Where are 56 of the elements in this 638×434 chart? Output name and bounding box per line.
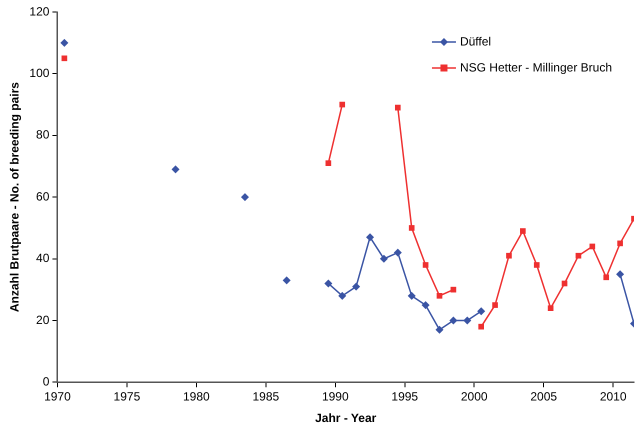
point: [62, 55, 68, 62]
point: [422, 262, 428, 268]
y-axis-title: Anzahl Brutpaare - No. of breeding pairs: [8, 82, 22, 312]
point: [492, 302, 498, 308]
legend-label: NSG Hetter - Millinger Bruch: [460, 60, 612, 74]
x-tick-label: 2005: [530, 390, 558, 404]
point: [338, 292, 346, 300]
point: [282, 276, 291, 284]
point: [478, 324, 484, 330]
point: [352, 282, 360, 291]
x-axis-title: Jahr - Year: [315, 411, 377, 426]
y-tick-label: 120: [29, 4, 50, 18]
point: [408, 225, 415, 231]
point: [534, 262, 540, 268]
point: [436, 292, 442, 299]
point: [506, 252, 512, 259]
point: [562, 280, 568, 286]
point: [380, 254, 388, 263]
point: [576, 252, 582, 259]
point: [422, 301, 430, 310]
x-tick-label: 1990: [322, 390, 349, 404]
point: [324, 279, 332, 288]
x-tick-label: 2000: [460, 390, 488, 404]
point: [394, 104, 401, 110]
y-tick-label: 80: [36, 128, 50, 142]
y-tick-label: 100: [29, 66, 50, 80]
x-tick-label: 1980: [183, 390, 210, 404]
point: [520, 228, 526, 234]
x-tick-label: 1995: [391, 390, 418, 404]
point: [617, 240, 623, 246]
point: [408, 292, 416, 300]
point: [589, 244, 596, 250]
point: [326, 160, 332, 166]
x-tick-label: 2010: [600, 390, 627, 404]
point: [435, 326, 444, 334]
x-tick-label: 1985: [252, 390, 280, 404]
point: [477, 307, 486, 316]
y-tick-label: 0: [42, 374, 50, 389]
point: [616, 270, 624, 278]
point: [548, 305, 554, 311]
x-tick-label: 1975: [114, 390, 141, 404]
legend-label: Düffel: [460, 34, 492, 48]
point: [603, 274, 610, 280]
point: [366, 233, 374, 242]
point: [339, 102, 346, 108]
y-tick-label: 60: [36, 189, 50, 204]
point: [450, 286, 456, 292]
point: [449, 316, 458, 324]
x-tick-label: 1970: [44, 390, 72, 404]
point: [172, 165, 180, 174]
y-tick-label: 20: [36, 312, 50, 327]
point: [60, 38, 68, 47]
point: [463, 316, 472, 324]
point: [394, 248, 402, 257]
y-tick-label: 40: [36, 251, 50, 266]
point: [240, 193, 249, 202]
